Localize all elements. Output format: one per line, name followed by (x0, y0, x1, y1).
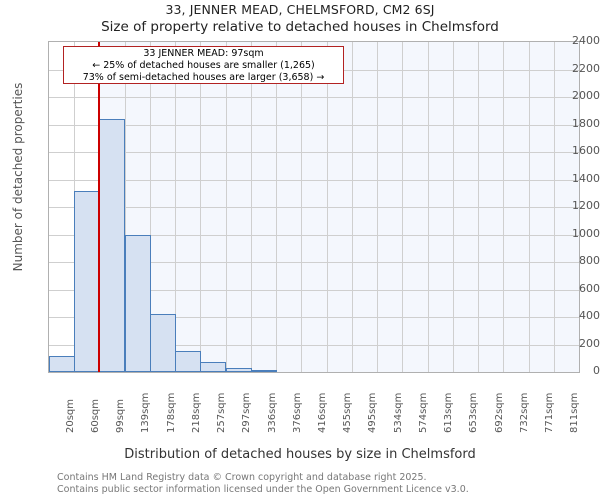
y-axis-label: Number of detached properties (11, 82, 25, 272)
y-tick-label: 400 (579, 309, 600, 322)
plot-area (48, 41, 580, 373)
y-tick-label: 0 (593, 364, 600, 377)
x-tick-label: 139sqm (140, 392, 152, 433)
annotation-line-2: ← 25% of detached houses are smaller (1,… (92, 60, 315, 71)
y-tick-label: 1400 (572, 171, 600, 185)
x-tick-label: 99sqm (115, 398, 127, 433)
annotation-box: 33 JENNER MEAD: 97sqm ← 25% of detached … (63, 46, 344, 84)
gridline-horizontal (49, 97, 579, 98)
x-tick-label: 178sqm (165, 392, 177, 433)
property-marker-line (98, 42, 101, 372)
y-tick-label: 200 (579, 336, 600, 350)
gridline-horizontal (49, 345, 579, 346)
gridline-horizontal (49, 125, 579, 126)
x-tick-label: 574sqm (417, 392, 429, 433)
gridline-horizontal (49, 152, 579, 153)
footer-line-1: Contains HM Land Registry data © Crown c… (57, 472, 427, 483)
y-tick-label: 1600 (572, 144, 600, 157)
x-tick-label: 613sqm (443, 392, 455, 433)
gridline-horizontal (49, 207, 579, 208)
x-tick-label: 692sqm (493, 392, 505, 433)
y-tick-label: 2200 (572, 61, 600, 75)
footer-attribution: Contains HM Land Registry data © Crown c… (57, 472, 597, 495)
histogram-bar (99, 119, 125, 372)
y-tick-label: 2400 (572, 34, 600, 47)
gridline-horizontal (49, 317, 579, 318)
chart-subtitle: Size of property relative to detached ho… (101, 19, 499, 35)
x-tick-label: 732sqm (518, 392, 530, 433)
x-tick-label: 376sqm (291, 392, 303, 433)
histogram-bar (125, 235, 151, 372)
histogram-bar (175, 351, 201, 372)
x-axis-label: Distribution of detached houses by size … (124, 447, 476, 462)
x-tick-label: 653sqm (468, 392, 480, 433)
x-tick-label: 416sqm (317, 392, 328, 433)
y-tick-label: 1000 (572, 226, 600, 240)
annotation-line-3: 73% of semi-detached houses are larger (… (82, 72, 325, 83)
histogram-bar (200, 362, 226, 372)
histogram-bar (74, 190, 100, 372)
x-tick-label: 534sqm (392, 392, 404, 433)
x-tick-label: 218sqm (190, 392, 202, 433)
x-tick-label: 257sqm (216, 392, 228, 433)
x-tick-label: 20sqm (64, 398, 76, 433)
x-tick-label: 455sqm (342, 392, 354, 433)
x-tick-label: 811sqm (569, 392, 581, 433)
histogram-bar (49, 356, 75, 372)
y-tick-label: 600 (579, 281, 600, 295)
gridline-horizontal (49, 290, 579, 291)
annotation-line-1: 33 JENNER MEAD: 97sqm (143, 48, 264, 59)
y-tick-label: 800 (579, 254, 600, 267)
footer-line-2: Contains public sector information licen… (57, 483, 469, 495)
histogram-bar (150, 313, 176, 372)
x-tick-label: 495sqm (367, 392, 379, 433)
x-tick-label: 297sqm (241, 392, 253, 433)
histogram-bar (251, 370, 277, 372)
x-tick-label: 336sqm (266, 392, 278, 433)
y-tick-label: 1200 (572, 199, 600, 212)
page-title: 33, JENNER MEAD, CHELMSFORD, CM2 6SJ (165, 2, 435, 17)
gridline-horizontal (49, 180, 579, 181)
x-tick-label: 60sqm (89, 398, 101, 433)
gridline-horizontal (49, 262, 579, 263)
y-tick-label: 2000 (572, 89, 600, 102)
gridline-horizontal (49, 235, 579, 236)
histogram-bar (226, 367, 252, 372)
y-tick-label: 1800 (572, 116, 600, 130)
x-tick-label: 771sqm (544, 392, 556, 433)
